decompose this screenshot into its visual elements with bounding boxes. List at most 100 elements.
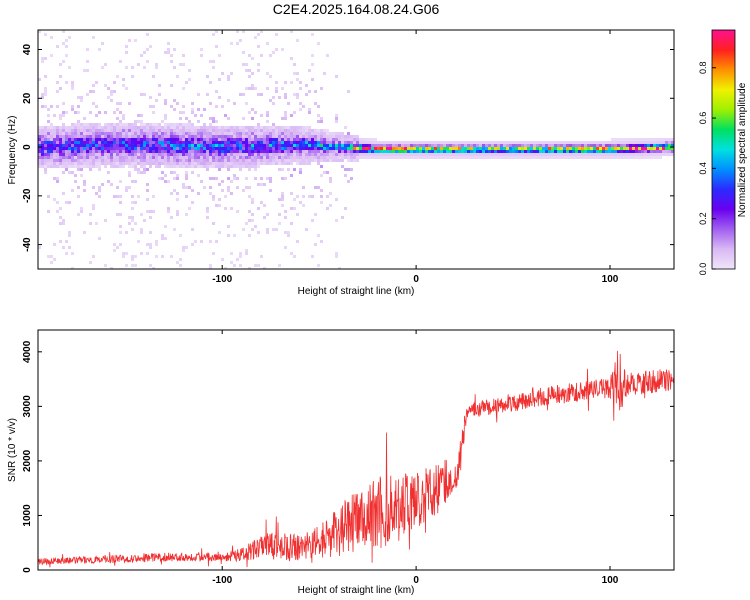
heatmap-cell	[92, 147, 95, 150]
heatmap-cell	[128, 174, 131, 177]
heatmap-cell	[296, 141, 299, 144]
heatmap-cell	[476, 153, 479, 156]
heatmap-cell	[311, 144, 314, 147]
heatmap-cell	[185, 129, 188, 132]
heatmap-cell	[284, 210, 287, 213]
heatmap-cell	[110, 165, 113, 168]
heatmap-cell	[539, 147, 542, 150]
heatmap-cell	[191, 111, 194, 114]
heatmap-cell	[248, 75, 251, 78]
heatmap-cell	[629, 138, 632, 141]
heatmap-cell	[581, 156, 584, 159]
heatmap-cell	[245, 63, 248, 66]
heatmap-cell	[158, 144, 161, 147]
heatmap-cell	[101, 126, 104, 129]
heatmap-cell	[176, 75, 179, 78]
heatmap-cell	[218, 147, 221, 150]
heatmap-cell	[293, 135, 296, 138]
heatmap-cell	[335, 138, 338, 141]
snr-y-tick-label: 1000	[22, 504, 33, 527]
heatmap-cell	[116, 159, 119, 162]
heatmap-cell	[107, 162, 110, 165]
heatmap-cell	[179, 159, 182, 162]
heatmap-cell	[509, 150, 512, 153]
heatmap-cell	[173, 123, 176, 126]
heatmap-cell	[332, 144, 335, 147]
heatmap-cell	[410, 150, 413, 153]
heatmap-cell	[194, 162, 197, 165]
heatmap-cell	[83, 141, 86, 144]
heatmap-x-ticks: -100 0 100	[212, 30, 619, 285]
heatmap-cell	[596, 141, 599, 144]
heatmap-cell	[128, 153, 131, 156]
heatmap-cell	[170, 135, 173, 138]
heatmap-cell	[314, 186, 317, 189]
heatmap-cell	[143, 147, 146, 150]
heatmap-cell	[290, 141, 293, 144]
heatmap-cell	[263, 135, 266, 138]
heatmap-cell	[476, 144, 479, 147]
heatmap-cell	[182, 144, 185, 147]
heatmap-cell	[107, 147, 110, 150]
heatmap-cell	[278, 198, 281, 201]
heatmap-cell	[191, 171, 194, 174]
heatmap-cell	[626, 147, 629, 150]
heatmap-cell	[116, 132, 119, 135]
heatmap-cell	[167, 153, 170, 156]
heatmap-cell	[224, 153, 227, 156]
heatmap-cell	[599, 141, 602, 144]
heatmap-cell	[383, 144, 386, 147]
heatmap-cell	[350, 159, 353, 162]
heatmap-cell	[554, 156, 557, 159]
heatmap-cell	[47, 210, 50, 213]
heatmap-cell	[146, 33, 149, 36]
heatmap-cell	[290, 174, 293, 177]
heatmap-cell	[236, 165, 239, 168]
heatmap-cell	[56, 126, 59, 129]
heatmap-cell	[278, 132, 281, 135]
snr-y-tick-label: 2000	[22, 449, 33, 472]
heatmap-cell	[218, 78, 221, 81]
heatmap-cell	[350, 135, 353, 138]
heatmap-cell	[116, 246, 119, 249]
heatmap-cell	[179, 162, 182, 165]
heatmap-cell	[206, 126, 209, 129]
heatmap-cell	[173, 66, 176, 69]
heatmap-cell	[635, 147, 638, 150]
heatmap-cell	[152, 210, 155, 213]
heatmap-cell	[422, 150, 425, 153]
heatmap-cell	[512, 153, 515, 156]
heatmap-cell	[440, 144, 443, 147]
heatmap-cell	[368, 150, 371, 153]
heatmap-cell	[161, 144, 164, 147]
heatmap-cell	[173, 177, 176, 180]
heatmap-cell	[44, 171, 47, 174]
heatmap-cell	[269, 147, 272, 150]
heatmap-cell	[611, 153, 614, 156]
heatmap-cell	[161, 126, 164, 129]
heatmap-cell	[290, 159, 293, 162]
heatmap-cell	[386, 147, 389, 150]
heatmap-cell	[113, 123, 116, 126]
heatmap-cell	[278, 213, 281, 216]
heatmap-cell	[98, 156, 101, 159]
heatmap-cell	[611, 156, 614, 159]
heatmap-cell	[86, 162, 89, 165]
heatmap-cell	[275, 144, 278, 147]
heatmap-cell	[224, 156, 227, 159]
heatmap-cell	[380, 156, 383, 159]
heatmap-cell	[140, 141, 143, 144]
heatmap-cell	[77, 213, 80, 216]
heatmap-cell	[359, 144, 362, 147]
heatmap-cell	[467, 150, 470, 153]
heatmap-cell	[497, 147, 500, 150]
heatmap-cell	[638, 147, 641, 150]
heatmap-cell	[128, 144, 131, 147]
heatmap-cell	[539, 156, 542, 159]
heatmap-cell	[83, 135, 86, 138]
heatmap-cell	[266, 231, 269, 234]
heatmap-cell	[299, 81, 302, 84]
heatmap-cell	[302, 144, 305, 147]
heatmap-cell	[230, 162, 233, 165]
heatmap-cell	[266, 228, 269, 231]
